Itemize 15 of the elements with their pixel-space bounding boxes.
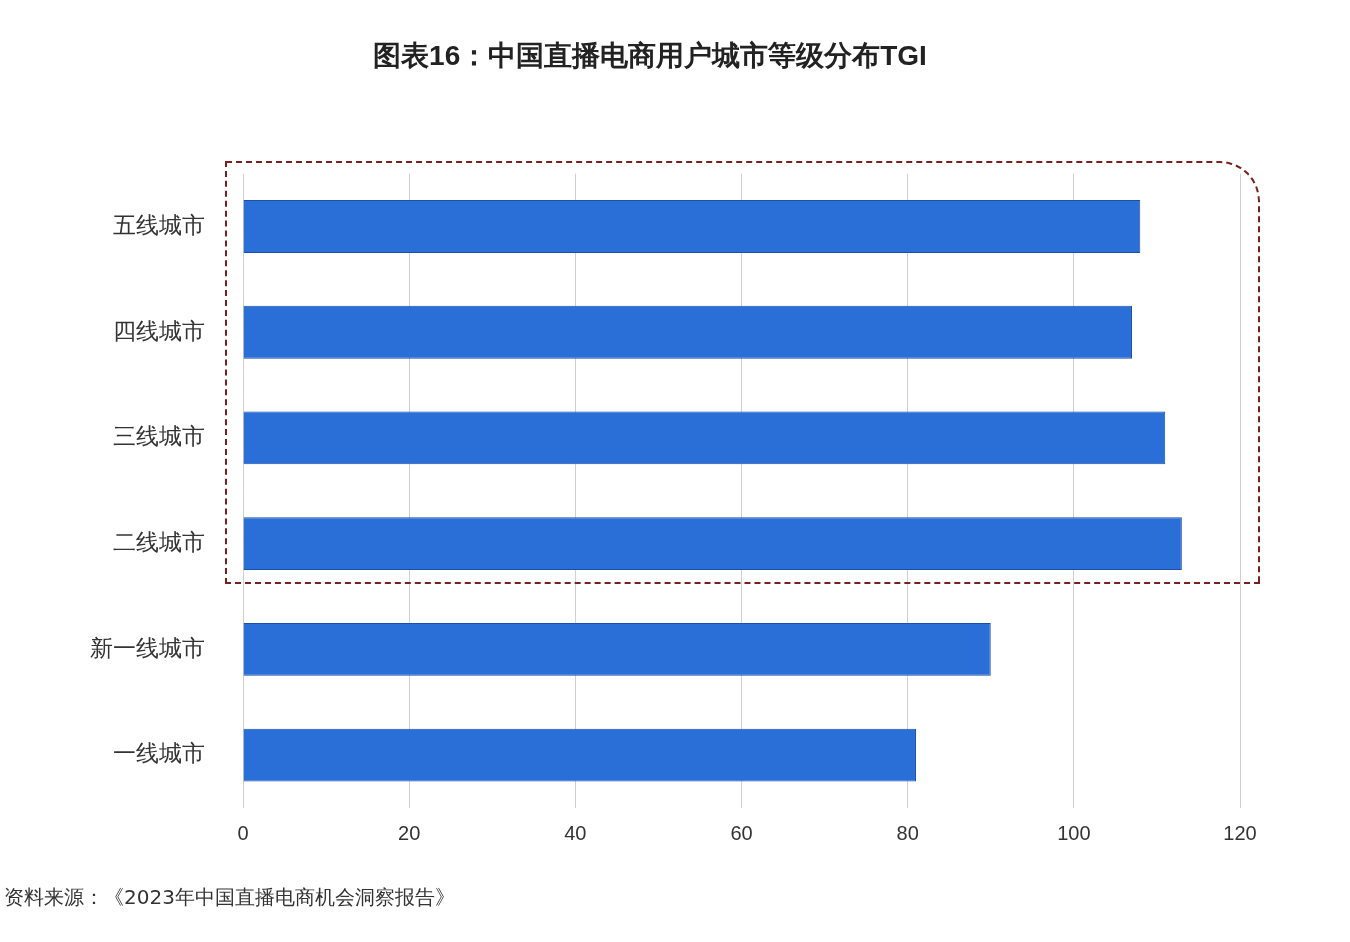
text: 资料来源：《2023年中国直播电商机会洞察报告》 (4, 884, 455, 911)
y-tick-label: 新一线城市 (90, 634, 205, 661)
x-tick-label: 60 (730, 821, 753, 844)
x-tick-label: 100 (1057, 821, 1091, 844)
y-tick-label: 二线城市 (113, 529, 205, 556)
x-tick-label: 80 (896, 821, 919, 844)
y-tick-label: 三线城市 (113, 423, 205, 450)
x-tick-label: 40 (564, 821, 587, 844)
y-tick-label: 一线城市 (113, 740, 205, 767)
x-tick-label: 0 (237, 821, 249, 844)
y-tick-label: 四线城市 (113, 317, 205, 344)
x-tick-label: 20 (398, 821, 421, 844)
y-tick-label: 五线城市 (113, 211, 205, 238)
x-tick-label: 120 (1223, 821, 1257, 844)
chart-title: 图表16：中国直播电商用户城市等级分布TGI (373, 39, 927, 71)
